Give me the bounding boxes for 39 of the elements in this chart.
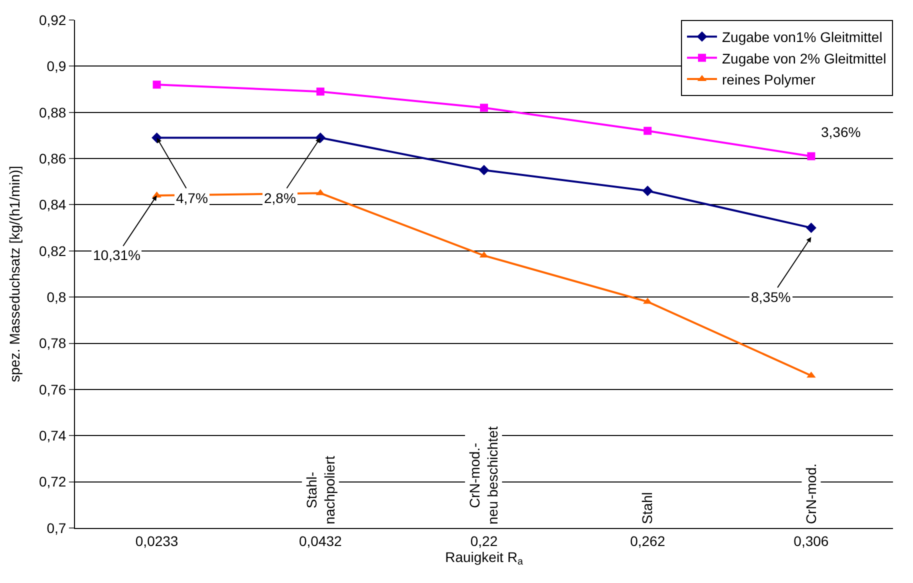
y-tick-label: 0,88: [38, 104, 66, 120]
annotation: 4,7%: [176, 190, 208, 206]
y-tick-label: 0,74: [38, 428, 66, 444]
y-tick-label: 0,86: [38, 150, 66, 166]
y-axis-title: spez. Masseduchsatz [kg/(h1/min)]: [6, 166, 23, 382]
point: [807, 152, 816, 160]
legend-label: Zugabe von1% Gleitmittel: [722, 29, 882, 46]
y-tick-label: 0,76: [38, 381, 66, 398]
legend-label: reines Polymer: [722, 71, 816, 88]
annotation: 2,8%: [264, 190, 296, 206]
point: [478, 164, 490, 176]
y-tick-label: 0,84: [38, 196, 66, 213]
x-tick-label: 0,0233: [135, 532, 178, 549]
y-tick-label: 0,92: [38, 12, 66, 28]
x-tick-label: 0,0432: [298, 532, 342, 549]
x-tick-label: 0,306: [794, 532, 829, 549]
point: [642, 186, 653, 196]
y-tick-label: 0,9: [46, 58, 66, 74]
point: [480, 104, 488, 112]
point: [806, 222, 816, 234]
annotation: CrN-mod.: [803, 464, 820, 524]
annotation: 3,36%: [821, 124, 861, 140]
y-tick-label: 0,78: [38, 335, 66, 352]
annotation: Stahl: [639, 492, 656, 524]
point: [316, 88, 324, 96]
x-tick-label: 0,262: [630, 532, 666, 549]
y-tick-label: 0,8: [46, 288, 66, 305]
legend-label: Zugabe von 2% Gleitmittel: [722, 50, 886, 66]
point: [644, 126, 652, 135]
annotation: CrN-mod.- neu beschichtet: [466, 426, 501, 524]
y-tick-label: 0,82: [38, 242, 66, 259]
annotation: Stahl- nachpoliert: [303, 456, 338, 524]
annotation: 10,31%: [93, 247, 140, 263]
y-tick-label: 0,7: [46, 520, 66, 536]
x-axis-title: Rauigkeit R$_{a}$: [445, 548, 524, 568]
annotation: 8,35%: [751, 289, 791, 305]
x-tick-label: 0,22: [470, 532, 498, 549]
y-tick-label: 0,72: [38, 474, 66, 490]
point: [152, 80, 161, 89]
